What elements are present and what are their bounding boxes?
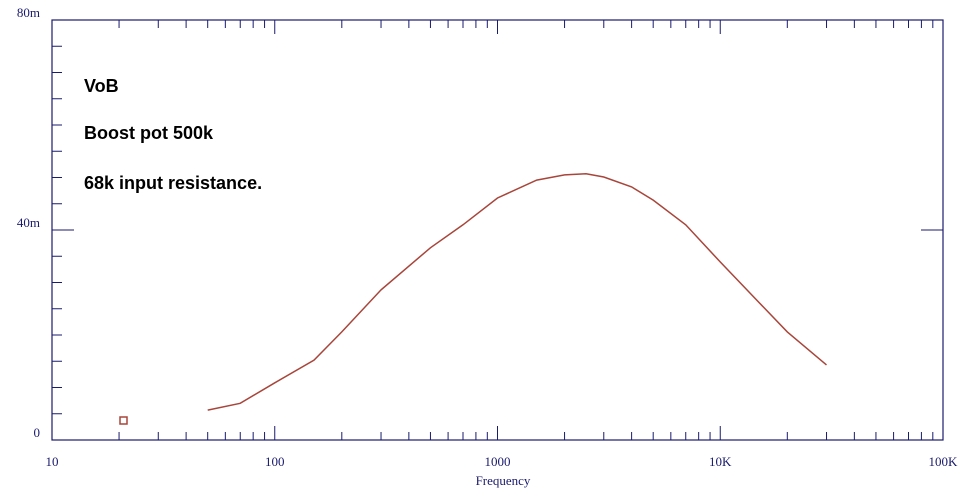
- y-tick-label: 0: [34, 425, 41, 440]
- y-tick-label: 80m: [17, 5, 40, 20]
- x-tick-label: 10K: [709, 454, 732, 469]
- annotation: VoB: [84, 76, 119, 96]
- x-tick-label: 1000: [485, 454, 511, 469]
- x-axis-label: Frequency: [476, 473, 531, 488]
- x-tick-label: 10: [46, 454, 59, 469]
- x-tick-label: 100K: [929, 454, 959, 469]
- data-line: [207, 173, 827, 411]
- y-tick-label: 40m: [17, 215, 40, 230]
- legend-symbol: [119, 416, 128, 425]
- annotation: Boost pot 500k: [84, 123, 214, 143]
- annotation: 68k input resistance.: [84, 173, 262, 193]
- plot-frame: [51, 19, 944, 441]
- x-tick-label: 100: [265, 454, 285, 469]
